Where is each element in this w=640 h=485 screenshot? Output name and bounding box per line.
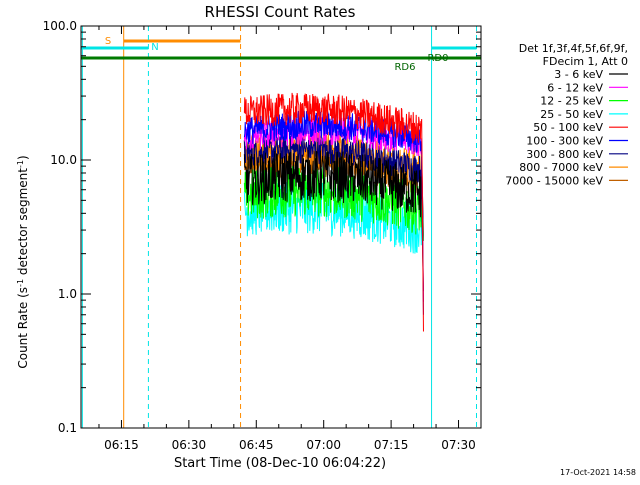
x-tick-label: 07:15 [374,438,409,452]
plot-frame [80,25,482,429]
chart-title: RHESSI Count Rates [205,3,356,21]
y-axis-label: Count Rate (s-1 detector segment-1) [16,155,31,368]
legend-label-8: 7000 - 15000 keV [505,174,603,187]
y-tick-label: 0.1 [58,421,77,435]
y-axis-label-sup2: -1 [16,160,25,168]
y-axis-label-sup1: -1 [16,279,25,287]
series-line-0 [243,149,424,292]
legend-label-6: 300 - 800 keV [526,148,603,161]
legend-label-4: 50 - 100 keV [533,121,603,134]
x-tick-label: 06:30 [172,438,207,452]
x-axis-label: Start Time (08-Dec-10 06:04:22) [174,456,386,471]
y-tick-label: 100.0 [43,19,77,33]
y-axis-label-mid: detector segment [16,168,30,279]
y-tick-label: 10.0 [50,153,77,167]
axis-layer: 06:15 06:30 06:45 07:00 07:15 07:30 0.1 1.0 10.0… [43,19,482,452]
flag-n-label: N [151,42,158,53]
y-axis-label-main: Count Rate (s [16,287,30,369]
legend-label-7: 800 - 7000 keV [519,161,603,174]
y-axis-label-end: ) [16,155,30,160]
timestamp: 17-Oct-2021 14:58 [560,468,636,477]
flag-rd6-label: RD6 [394,62,415,73]
legend-label-3: 25 - 50 keV [540,108,603,121]
legend-label-5: 100 - 300 keV [526,135,603,148]
legend-label-2: 12 - 25 keV [540,95,603,108]
series-line-4 [243,92,424,332]
x-tick-label: 06:45 [239,438,274,452]
plot-layer [81,26,481,428]
legend-header-line2: FDecim 1, Att 0 [543,55,628,68]
text-layer: RHESSI Count Rates Start Time (08-Dec-10… [16,3,637,477]
legend-header-line1: Det 1f,3f,4f,5f,6f,9f, [519,42,628,55]
x-tick-label: 07:00 [306,438,341,452]
legend-label-1: 6 - 12 keV [547,81,603,94]
y-tick-label: 1.0 [58,287,77,301]
flag-s-label: S [105,36,111,47]
legend-label-0: 3 - 6 keV [554,68,603,81]
series-line-5 [243,110,424,315]
x-tick-label: 06:15 [104,438,139,452]
flag-rd0-label: RD0 [427,53,448,64]
x-tick-label: 07:30 [441,438,476,452]
